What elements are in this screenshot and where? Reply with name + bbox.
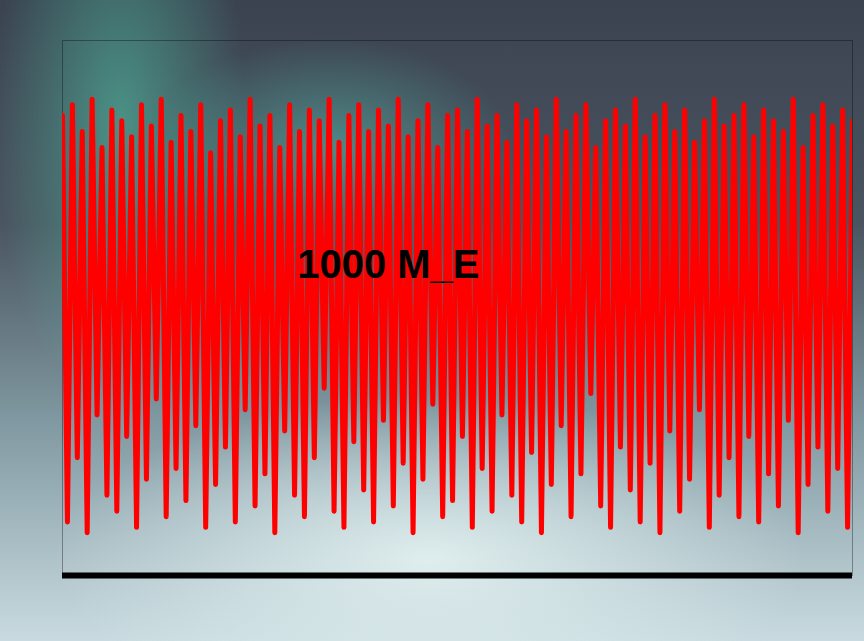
svg-text:1000 M_E: 1000 M_E bbox=[297, 242, 479, 286]
